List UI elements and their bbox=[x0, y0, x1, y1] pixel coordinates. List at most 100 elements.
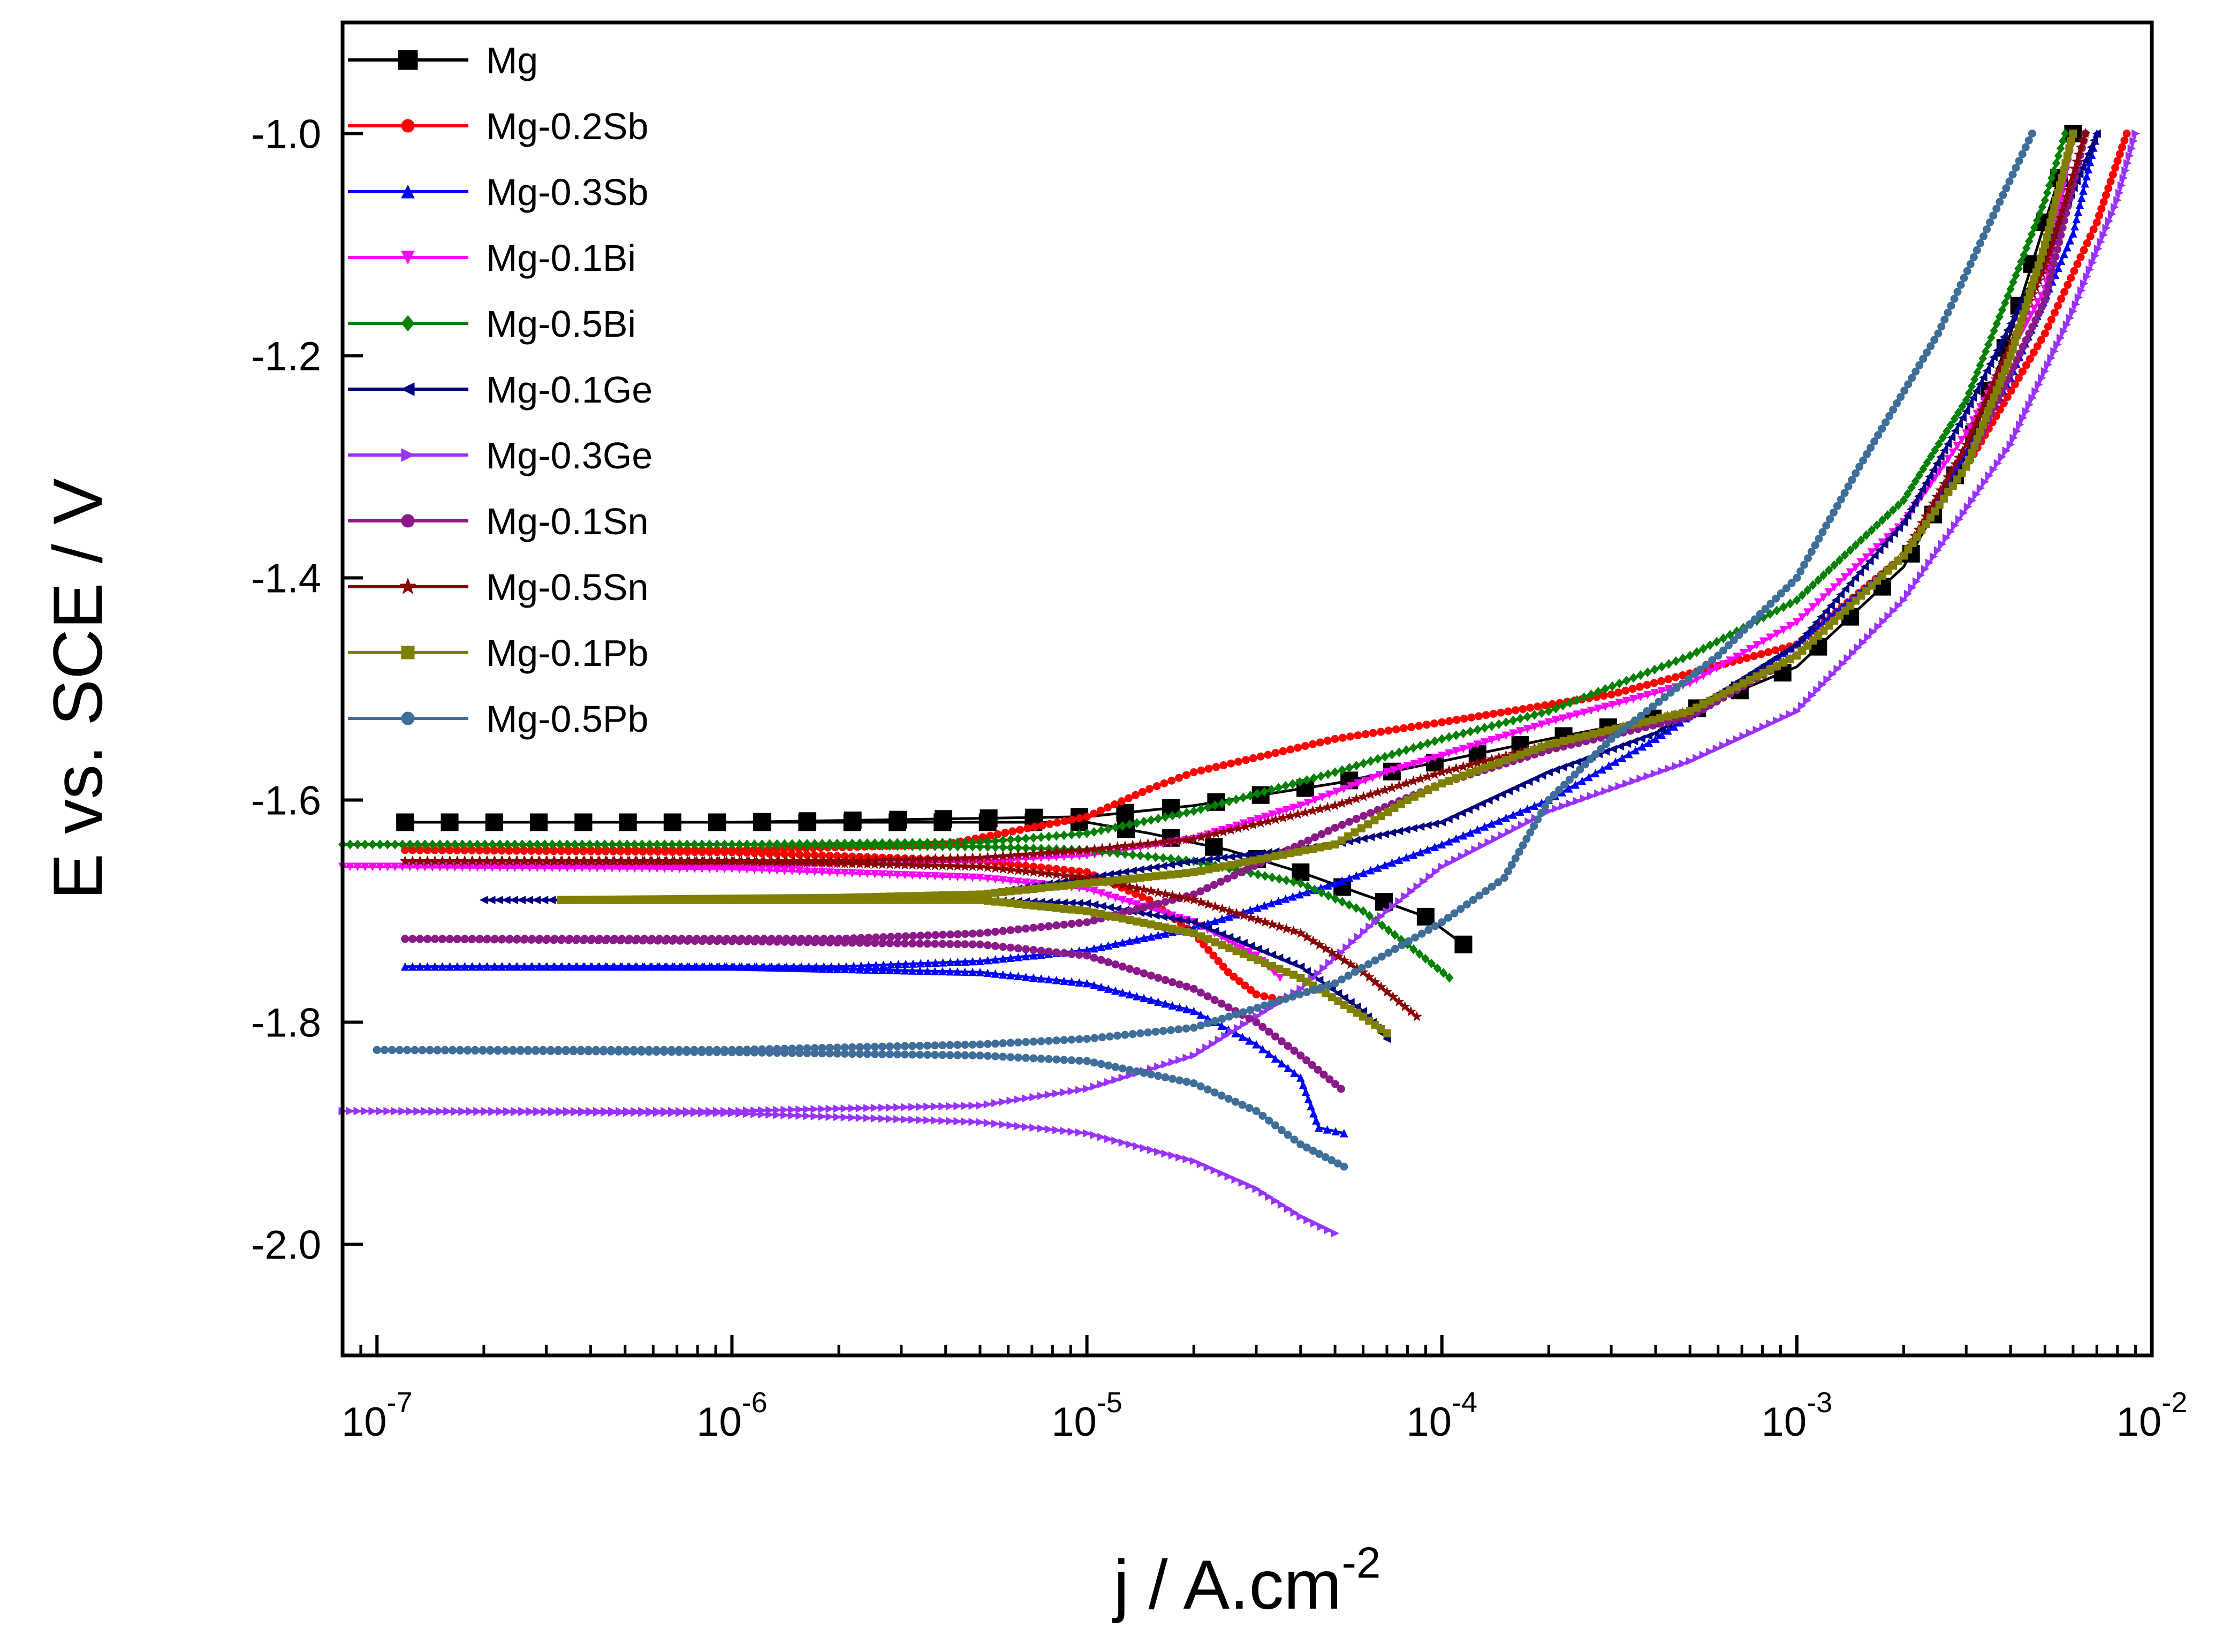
data-point bbox=[833, 1112, 842, 1121]
data-point bbox=[1227, 861, 1235, 869]
data-point bbox=[863, 838, 871, 848]
data-point bbox=[1519, 704, 1527, 713]
data-point bbox=[1604, 726, 1612, 735]
data-point bbox=[1231, 1097, 1240, 1106]
data-point bbox=[812, 962, 821, 971]
data-point bbox=[983, 1100, 992, 1109]
data-point bbox=[677, 962, 686, 971]
data-point bbox=[855, 838, 864, 848]
data-point bbox=[1958, 401, 1967, 412]
data-point bbox=[758, 1045, 767, 1054]
data-point bbox=[1023, 824, 1031, 832]
data-point bbox=[885, 838, 894, 848]
data-point bbox=[2046, 218, 2055, 226]
data-point bbox=[1118, 1073, 1127, 1082]
data-point bbox=[1140, 903, 1148, 912]
data-point bbox=[2102, 191, 2110, 199]
data-point bbox=[745, 935, 753, 943]
data-point bbox=[2006, 352, 2015, 360]
data-point bbox=[1671, 673, 1680, 681]
data-point bbox=[346, 1107, 355, 1116]
data-point bbox=[1268, 872, 1277, 883]
data-point bbox=[765, 1045, 774, 1054]
data-point bbox=[1686, 707, 1694, 715]
data-point bbox=[1182, 928, 1191, 936]
data-point bbox=[2013, 331, 2021, 339]
data-point bbox=[1354, 779, 1363, 788]
data-point bbox=[428, 839, 437, 850]
data-point bbox=[697, 839, 707, 850]
data-point bbox=[1254, 815, 1262, 823]
data-point bbox=[576, 1045, 585, 1054]
data-point bbox=[1052, 904, 1061, 912]
data-point bbox=[1318, 793, 1326, 802]
data-point bbox=[1629, 737, 1638, 746]
data-point bbox=[1151, 872, 1160, 881]
data-point bbox=[976, 940, 984, 949]
data-point bbox=[1260, 901, 1269, 910]
x-tick-label: 10-4 bbox=[1406, 1386, 1477, 1445]
data-point bbox=[1937, 322, 1946, 331]
data-point bbox=[1006, 887, 1015, 896]
data-point bbox=[1410, 760, 1419, 769]
legend-item: Mg-0.1Sn bbox=[348, 501, 648, 542]
data-point bbox=[1145, 885, 1157, 896]
data-point bbox=[353, 862, 362, 872]
data-point bbox=[953, 891, 962, 899]
data-point bbox=[1060, 882, 1068, 890]
data-point bbox=[871, 892, 880, 901]
data-point bbox=[1029, 1037, 1038, 1046]
data-point bbox=[1021, 1123, 1030, 1131]
data-point bbox=[1324, 881, 1332, 890]
data-point bbox=[565, 962, 574, 971]
data-point bbox=[1473, 766, 1482, 775]
data-point bbox=[513, 935, 521, 943]
data-point bbox=[690, 839, 699, 850]
data-point bbox=[1380, 861, 1390, 869]
data-point bbox=[1067, 977, 1076, 986]
data-point bbox=[803, 1105, 811, 1114]
data-point bbox=[1253, 1004, 1262, 1012]
data-point bbox=[848, 838, 856, 848]
data-point bbox=[1241, 851, 1250, 859]
data-point bbox=[2054, 263, 2062, 272]
legend-item: Mg-0.5Sn bbox=[348, 566, 648, 608]
data-point bbox=[1580, 692, 1588, 702]
data-point bbox=[931, 958, 940, 967]
legend-item: Mg-0.1Ge bbox=[348, 369, 653, 411]
data-point bbox=[968, 1101, 977, 1110]
data-point bbox=[1261, 813, 1270, 821]
data-point bbox=[1622, 696, 1631, 706]
data-point bbox=[870, 870, 879, 878]
data-point bbox=[1986, 218, 1994, 226]
data-point bbox=[998, 954, 1007, 963]
data-point bbox=[1111, 1075, 1120, 1085]
data-point bbox=[1594, 704, 1603, 713]
data-point bbox=[1037, 946, 1045, 955]
data-point bbox=[1466, 769, 1475, 777]
data-point bbox=[2012, 270, 2020, 281]
data-point bbox=[1212, 763, 1220, 771]
data-point bbox=[1501, 813, 1511, 822]
data-point bbox=[1271, 1032, 1279, 1041]
data-point bbox=[475, 935, 484, 943]
data-point bbox=[1006, 899, 1015, 907]
data-point bbox=[1083, 918, 1091, 927]
data-point bbox=[863, 1043, 871, 1051]
data-point bbox=[1551, 703, 1560, 714]
data-point bbox=[433, 1045, 442, 1054]
data-point bbox=[855, 1104, 864, 1112]
data-point bbox=[1136, 851, 1145, 861]
legend-item: Mg-0.2Sb bbox=[348, 105, 648, 147]
data-point bbox=[1856, 535, 1865, 545]
data-point bbox=[483, 935, 491, 943]
data-point bbox=[1840, 573, 1849, 582]
data-point bbox=[720, 1045, 729, 1054]
data-point bbox=[1174, 869, 1183, 878]
data-point bbox=[1103, 803, 1112, 812]
data-point bbox=[1281, 780, 1290, 791]
data-point bbox=[901, 892, 910, 900]
data-point bbox=[2076, 253, 2085, 261]
data-point bbox=[863, 965, 872, 974]
